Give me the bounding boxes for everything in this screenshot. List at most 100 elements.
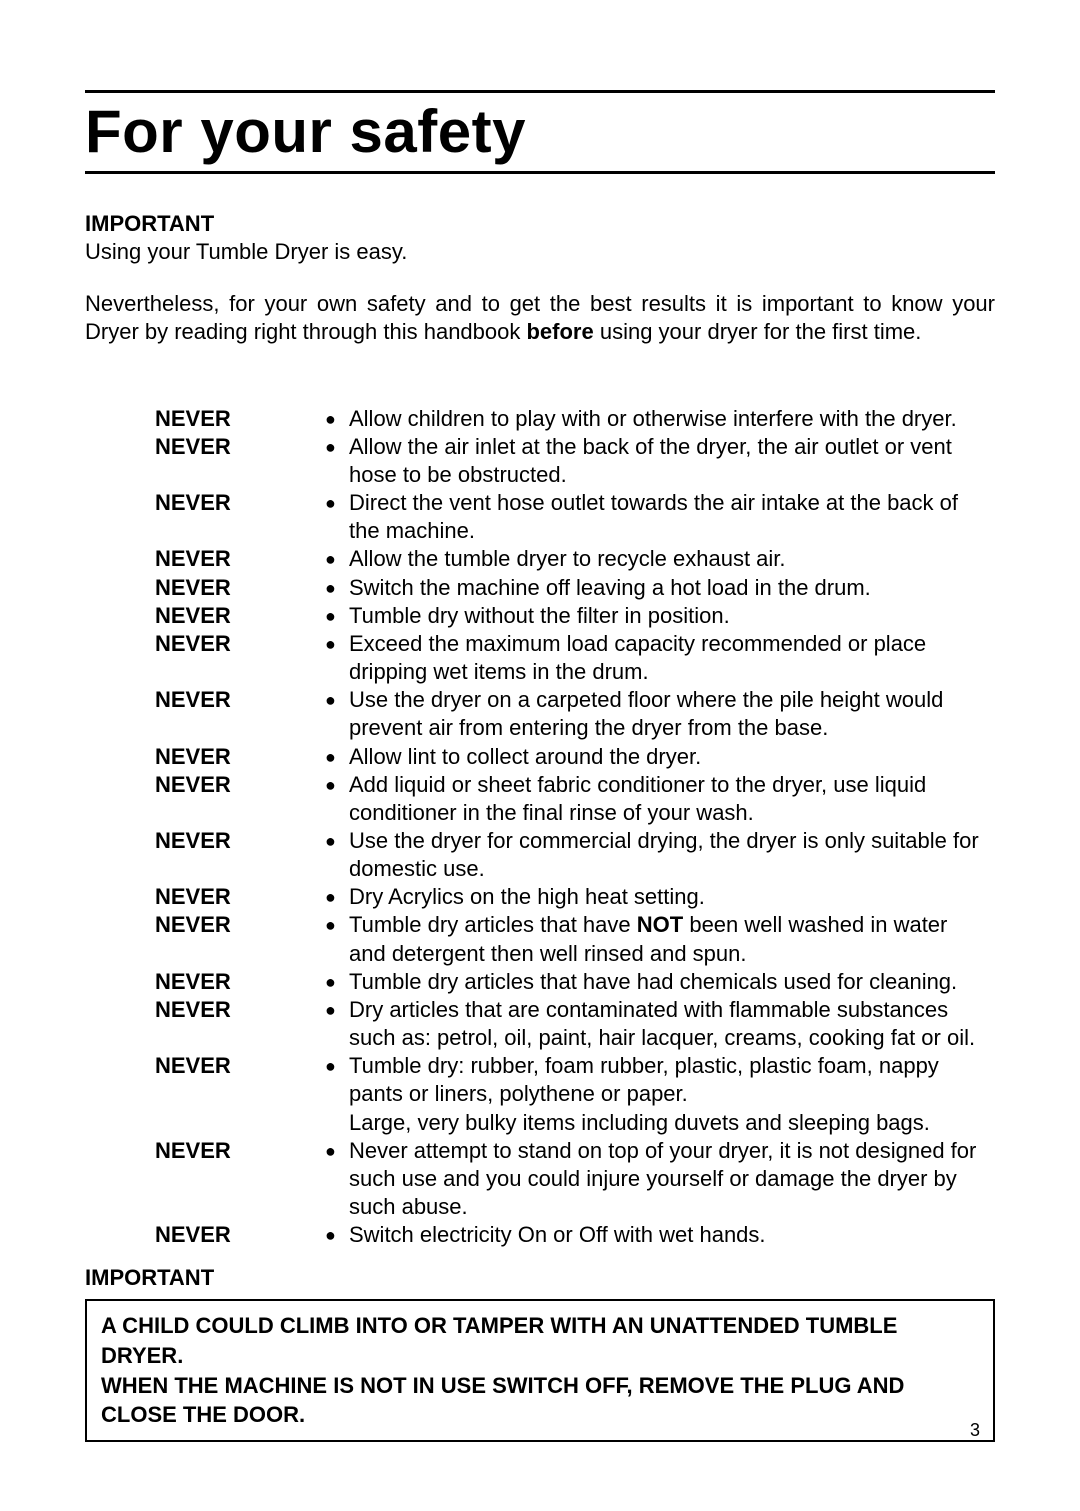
important-label: IMPORTANT	[85, 210, 995, 238]
never-row: NEVER●Dry Acrylics on the high heat sett…	[85, 883, 995, 911]
bullet-icon: ●	[325, 545, 349, 571]
never-text-main: Never attempt to stand on top of your dr…	[349, 1138, 976, 1219]
bullet-icon: ●	[325, 1137, 349, 1163]
never-text: Switch electricity On or Off with wet ha…	[349, 1221, 995, 1249]
never-text-pre: Tumble dry articles that have	[349, 912, 637, 937]
never-text: Switch the machine off leaving a hot loa…	[349, 574, 995, 602]
never-text-main: Allow the air inlet at the back of the d…	[349, 434, 952, 487]
bullet-icon: ●	[325, 630, 349, 656]
never-text: Tumble dry articles that have had chemic…	[349, 968, 995, 996]
bullet-icon: ●	[325, 405, 349, 431]
never-label: NEVER	[85, 968, 325, 996]
never-text-main: Tumble dry: rubber, foam rubber, plastic…	[349, 1053, 939, 1106]
never-label: NEVER	[85, 743, 325, 771]
never-label: NEVER	[85, 602, 325, 630]
bullet-icon: ●	[325, 489, 349, 515]
never-label: NEVER	[85, 827, 325, 855]
never-row: NEVER●Never attempt to stand on top of y…	[85, 1137, 995, 1221]
never-text-bold: NOT	[637, 912, 683, 937]
never-text-main: Tumble dry without the filter in positio…	[349, 603, 730, 628]
never-row: NEVER●Switch the machine off leaving a h…	[85, 574, 995, 602]
bullet-icon: ●	[325, 743, 349, 769]
never-text-main: Exceed the maximum load capacity recomme…	[349, 631, 926, 684]
never-row: NEVER●Tumble dry without the filter in p…	[85, 602, 995, 630]
never-text-extra: Large, very bulky items including duvets…	[349, 1110, 930, 1135]
intro-line-1: Using your Tumble Dryer is easy.	[85, 238, 995, 266]
never-label: NEVER	[85, 911, 325, 939]
bullet-icon: ●	[325, 574, 349, 600]
never-row: NEVER●Switch electricity On or Off with …	[85, 1221, 995, 1249]
warning-box: A CHILD COULD CLIMB INTO OR TAMPER WITH …	[85, 1299, 995, 1442]
bottom-important-label: IMPORTANT	[85, 1265, 995, 1291]
page-title: For your safety	[85, 99, 995, 165]
never-text-main: Switch electricity On or Off with wet ha…	[349, 1222, 766, 1247]
title-rule	[85, 171, 995, 174]
never-text: Dry articles that are contaminated with …	[349, 996, 995, 1052]
page-number: 3	[970, 1420, 980, 1441]
never-text: Tumble dry without the filter in positio…	[349, 602, 995, 630]
bullet-icon: ●	[325, 433, 349, 459]
intro-before-bold: before	[526, 319, 593, 344]
bullet-icon: ●	[325, 968, 349, 994]
never-label: NEVER	[85, 489, 325, 517]
never-text: Tumble dry articles that have NOT been w…	[349, 911, 995, 967]
never-text: Direct the vent hose outlet towards the …	[349, 489, 995, 545]
never-text: Allow the tumble dryer to recycle exhaus…	[349, 545, 995, 573]
warning-line-1: A CHILD COULD CLIMB INTO OR TAMPER WITH …	[101, 1311, 979, 1370]
never-row: NEVER●Use the dryer for commercial dryin…	[85, 827, 995, 883]
never-text: Allow lint to collect around the dryer.	[349, 743, 995, 771]
never-label: NEVER	[85, 574, 325, 602]
never-text-main: Direct the vent hose outlet towards the …	[349, 490, 958, 543]
never-text: Add liquid or sheet fabric conditioner t…	[349, 771, 995, 827]
never-text-main: Switch the machine off leaving a hot loa…	[349, 575, 871, 600]
never-row: NEVER●Exceed the maximum load capacity r…	[85, 630, 995, 686]
bullet-icon: ●	[325, 1052, 349, 1078]
never-row: NEVER●Use the dryer on a carpeted floor …	[85, 686, 995, 742]
never-label: NEVER	[85, 771, 325, 799]
never-row: NEVER●Allow the tumble dryer to recycle …	[85, 545, 995, 573]
bullet-icon: ●	[325, 1221, 349, 1247]
never-label: NEVER	[85, 433, 325, 461]
never-row: NEVER●Dry articles that are contaminated…	[85, 996, 995, 1052]
never-row: NEVER●Allow lint to collect around the d…	[85, 743, 995, 771]
never-label: NEVER	[85, 686, 325, 714]
never-row: NEVER●Allow the air inlet at the back of…	[85, 433, 995, 489]
never-text: Allow children to play with or otherwise…	[349, 405, 995, 433]
intro-section: IMPORTANT Using your Tumble Dryer is eas…	[85, 210, 995, 347]
never-text: Use the dryer on a carpeted floor where …	[349, 686, 995, 742]
intro-nevertheless: Nevertheless, for your own safety and to…	[85, 290, 995, 346]
never-text-main: Allow the tumble dryer to recycle exhaus…	[349, 546, 786, 571]
bullet-icon: ●	[325, 911, 349, 937]
never-text-main: Tumble dry articles that have had chemic…	[349, 969, 957, 994]
never-row: NEVER●Tumble dry: rubber, foam rubber, p…	[85, 1052, 995, 1136]
never-row: NEVER●Tumble dry articles that have NOT …	[85, 911, 995, 967]
never-text-main: Use the dryer on a carpeted floor where …	[349, 687, 943, 740]
never-text: Tumble dry: rubber, foam rubber, plastic…	[349, 1052, 995, 1136]
never-text-main: Add liquid or sheet fabric conditioner t…	[349, 772, 926, 825]
bullet-icon: ●	[325, 827, 349, 853]
never-text: Allow the air inlet at the back of the d…	[349, 433, 995, 489]
bullet-icon: ●	[325, 771, 349, 797]
bullet-icon: ●	[325, 686, 349, 712]
never-list: NEVER●Allow children to play with or oth…	[85, 405, 995, 1250]
never-label: NEVER	[85, 545, 325, 573]
document-page: For your safety IMPORTANT Using your Tum…	[0, 0, 1080, 1511]
never-text-main: Allow children to play with or otherwise…	[349, 406, 957, 431]
bullet-icon: ●	[325, 996, 349, 1022]
never-text: Use the dryer for commercial drying, the…	[349, 827, 995, 883]
never-label: NEVER	[85, 405, 325, 433]
never-label: NEVER	[85, 630, 325, 658]
never-label: NEVER	[85, 1221, 325, 1249]
never-text: Exceed the maximum load capacity recomme…	[349, 630, 995, 686]
never-label: NEVER	[85, 1052, 325, 1080]
never-label: NEVER	[85, 996, 325, 1024]
top-rule	[85, 90, 995, 93]
never-row: NEVER●Add liquid or sheet fabric conditi…	[85, 771, 995, 827]
never-label: NEVER	[85, 883, 325, 911]
never-row: NEVER●Tumble dry articles that have had …	[85, 968, 995, 996]
never-row: NEVER●Allow children to play with or oth…	[85, 405, 995, 433]
bullet-icon: ●	[325, 602, 349, 628]
never-label: NEVER	[85, 1137, 325, 1165]
warning-line-2: WHEN THE MACHINE IS NOT IN USE SWITCH OF…	[101, 1371, 979, 1430]
never-text-main: Dry articles that are contaminated with …	[349, 997, 975, 1050]
